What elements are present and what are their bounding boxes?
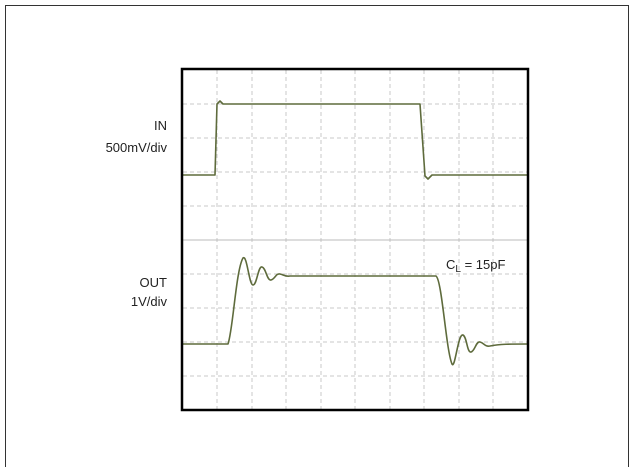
frame bbox=[6, 6, 629, 467]
in-label: IN bbox=[154, 118, 167, 133]
page: IN 500mV/div OUT 1V/div CL = 15pF (() =>… bbox=[0, 0, 631, 467]
scope-grid bbox=[183, 70, 527, 409]
load-annotation: CL = 15pF bbox=[446, 257, 505, 275]
screen: IN 500mV/div OUT 1V/div CL = 15pF bbox=[0, 0, 631, 467]
out-scale: 1V/div bbox=[131, 294, 168, 309]
annotation-symbol: C bbox=[446, 257, 455, 272]
out-label: OUT bbox=[140, 275, 168, 290]
in-scale: 500mV/div bbox=[106, 140, 168, 155]
annotation-value: = 15pF bbox=[461, 257, 506, 272]
